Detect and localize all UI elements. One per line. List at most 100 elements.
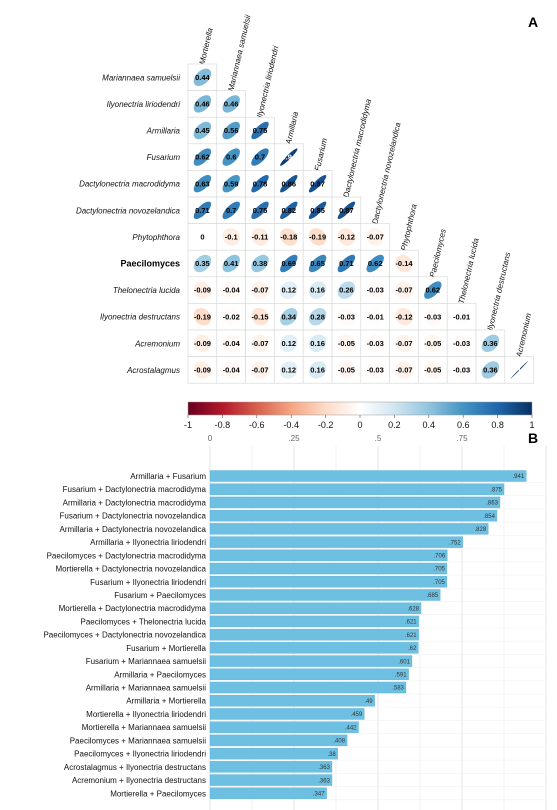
category-label: Paecilomyces + Dactylonectria novozeland… (43, 631, 206, 640)
corr-ellipse (280, 334, 298, 353)
corr-value-label: -0.03 (367, 339, 384, 348)
corr-ellipse (222, 254, 240, 273)
bar (209, 681, 407, 694)
corr-value-label: 0.34 (281, 312, 296, 321)
category-label: Paecilomyces + Mariannaea samuelsii (70, 736, 207, 745)
bar-value-label: .363 (318, 778, 330, 784)
corr-value-label: 0.62 (195, 153, 210, 162)
corr-ellipse (424, 281, 442, 299)
bar-value-label: .49 (364, 699, 373, 705)
row-label: Dactylonectria macrodidyma (79, 180, 180, 189)
corr-ellipse (452, 334, 471, 353)
colorbar-tick-label: 0.6 (457, 420, 470, 430)
corr-value-label: -0.11 (252, 233, 269, 242)
category-label: Mortierella + Mariannaea samuelsii (82, 723, 207, 732)
bar-value-label: .706 (434, 554, 446, 560)
corr-ellipse (280, 174, 298, 193)
bar (209, 483, 505, 495)
row-label: Phytophthora (132, 233, 180, 242)
column-label: Acremonium (514, 312, 533, 359)
corr-value-label: 0.56 (224, 126, 239, 135)
corr-ellipse (308, 201, 327, 220)
corr-ellipse (510, 361, 528, 379)
corr-value-label: 0.94 (281, 153, 296, 162)
bar (209, 721, 359, 733)
corr-value-label: -0.05 (424, 339, 441, 348)
corr-ellipse (308, 361, 327, 379)
row-label: Ilyonectria destructans (100, 313, 180, 322)
bar (209, 470, 527, 482)
corr-ellipse (193, 307, 212, 326)
corr-ellipse (193, 254, 212, 273)
bar (209, 549, 448, 562)
corr-ellipse (280, 201, 298, 220)
row-label: Paecilomyces (120, 259, 180, 269)
corr-ellipse (308, 307, 327, 326)
corr-value-label: -0.19 (309, 233, 326, 242)
corr-value-label: -0.05 (338, 339, 355, 348)
corr-ellipse (337, 361, 356, 379)
category-label: Fusarium + Mariannaea samuelsii (86, 657, 206, 666)
bar-value-label: .347 (313, 791, 325, 797)
bar-value-label: .628 (407, 606, 419, 612)
colorbar-tick-label: -1 (184, 420, 192, 430)
bar (209, 642, 419, 654)
corr-value-label: 0.62 (425, 286, 440, 295)
panel-a-letter: A (528, 14, 538, 30)
bar (209, 734, 348, 747)
corr-ellipse (193, 361, 212, 379)
corr-value-label: 0.62 (368, 259, 383, 268)
corr-ellipse (337, 281, 356, 299)
colorbar-tick-label: -0.8 (215, 420, 231, 430)
corr-value-label: 0.65 (310, 259, 325, 268)
corr-ellipse (222, 228, 240, 246)
corr-value-label: 0.16 (310, 366, 325, 375)
column-label: Fusarium (313, 137, 329, 172)
corr-ellipse (481, 361, 500, 379)
bar (209, 509, 498, 522)
bar (209, 761, 333, 773)
corr-ellipse (395, 334, 413, 353)
corr-value-label: -0.04 (223, 366, 241, 375)
x-tick-label: .75 (456, 434, 468, 443)
corr-ellipse (481, 334, 500, 353)
row-label: Acrostalagmus (126, 366, 180, 375)
category-label: Mortierella + Dactylonectria novozelandi… (55, 565, 206, 574)
colorbar-tick-label: -0.6 (249, 420, 265, 430)
corr-value-label: -0.03 (453, 339, 470, 348)
bar-value-label: .941 (512, 474, 524, 480)
bar (209, 602, 422, 614)
colorbar-tick-label: 0.4 (423, 420, 436, 430)
corr-ellipse (251, 254, 269, 273)
colorbar-tick-label: 0.8 (491, 420, 504, 430)
corr-ellipse (222, 174, 240, 193)
bar-chart: 0 .25 .5 .75 Armillaria + Fusarium .941 Fusari… (43, 434, 547, 810)
row-label: Mariannaea samuelsii (102, 73, 180, 82)
category-label: Paecilomyces + Ilyonectria liriodendri (74, 750, 206, 759)
bar-value-label: .442 (345, 725, 357, 731)
category-label: Armillaria + Fusarium (130, 472, 206, 481)
corr-ellipse (395, 307, 413, 326)
corr-value-label: 0.46 (195, 100, 210, 109)
panel-b-letter: B (528, 430, 538, 446)
row-label: Armillaria (146, 127, 181, 136)
corr-value-label: -0.14 (395, 259, 413, 268)
bar-value-label: .875 (490, 487, 502, 493)
corr-value-label: 0.71 (195, 206, 210, 215)
corr-ellipse (366, 334, 384, 353)
bar (209, 496, 501, 509)
corr-value-label: 0.75 (253, 206, 268, 215)
corr-value-label: 0.87 (339, 206, 354, 215)
corr-value-label: -0.09 (194, 286, 211, 295)
corr-ellipse (193, 68, 212, 87)
category-label: Acrostalagmus + Ilyonectria destructans (64, 763, 206, 772)
corr-ellipse (366, 254, 384, 273)
corr-ellipse (251, 334, 269, 353)
bar (209, 523, 489, 535)
corr-ellipse (308, 254, 327, 273)
bar (209, 668, 409, 680)
corr-ellipse (452, 361, 471, 379)
corr-ellipse (337, 307, 356, 326)
bar-value-label: .621 (405, 620, 417, 626)
corr-value-label: -0.09 (194, 366, 211, 375)
